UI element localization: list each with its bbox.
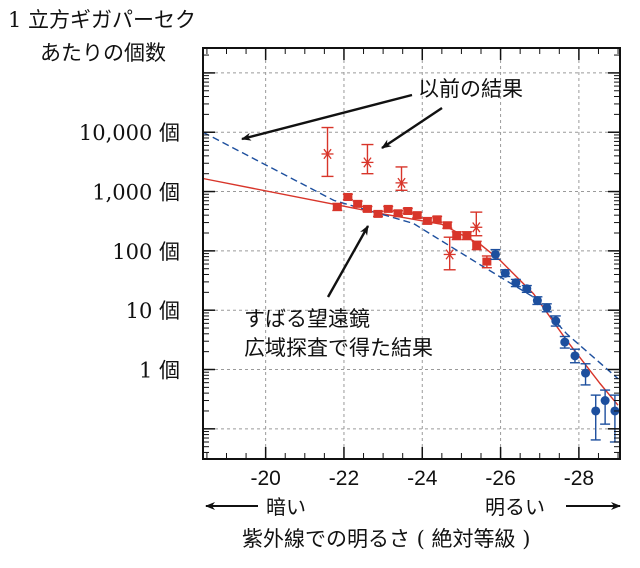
circle-marker bbox=[490, 249, 500, 259]
square-marker bbox=[362, 204, 372, 213]
asterisk-point bbox=[361, 143, 374, 175]
x-tick-label: -22 bbox=[329, 467, 359, 490]
square-point bbox=[481, 255, 492, 269]
square-marker bbox=[373, 209, 383, 218]
x-tick-label: -20 bbox=[250, 467, 280, 490]
subaru-model-curve bbox=[202, 177, 619, 406]
x-tick-label: -24 bbox=[407, 467, 438, 490]
x-tick-label: -28 bbox=[564, 467, 594, 490]
square-marker bbox=[353, 199, 363, 208]
square-marker bbox=[343, 192, 353, 201]
y-tick-label: 100 個 bbox=[112, 240, 180, 264]
circle-point bbox=[541, 303, 552, 313]
x-tick-label: -26 bbox=[485, 467, 515, 490]
circle-point bbox=[559, 335, 570, 349]
circle-marker bbox=[570, 351, 580, 361]
circle-marker bbox=[511, 278, 521, 288]
square-marker bbox=[442, 221, 452, 230]
circle-marker bbox=[551, 316, 561, 326]
y-tick-label: 10,000 個 bbox=[79, 121, 180, 145]
y-tick-label: 10 個 bbox=[126, 299, 180, 323]
asterisk-point bbox=[470, 211, 483, 237]
square-point bbox=[442, 221, 453, 230]
annotation-previous: 以前の結果 bbox=[418, 77, 523, 101]
asterisk-point bbox=[443, 236, 456, 271]
square-point bbox=[412, 211, 423, 220]
square-marker bbox=[432, 215, 442, 224]
circle-point bbox=[510, 278, 521, 288]
circle-marker bbox=[600, 396, 610, 406]
square-marker bbox=[412, 211, 422, 220]
square-point bbox=[362, 204, 373, 213]
square-marker bbox=[452, 231, 462, 240]
model-curves bbox=[202, 131, 619, 406]
square-marker bbox=[482, 257, 492, 266]
y-tick-label: 1,000 個 bbox=[92, 181, 180, 205]
square-point bbox=[373, 209, 384, 218]
square-marker bbox=[393, 209, 403, 218]
grid bbox=[203, 48, 620, 459]
asterisk-point bbox=[321, 126, 334, 178]
square-point bbox=[383, 204, 394, 213]
annotation-subaru-line2: 広域探査で得た結果 bbox=[244, 336, 433, 360]
annotation-arrow-1 bbox=[241, 93, 413, 141]
square-point bbox=[422, 216, 433, 225]
circle-point bbox=[500, 268, 511, 278]
y-tick-label: 1 個 bbox=[139, 359, 180, 383]
square-marker bbox=[383, 204, 393, 213]
annotation-subaru-line1: すばる望遠鏡 bbox=[244, 307, 370, 331]
x-axis-title: 紫外線での明るさ ( 絶対等級 ) bbox=[242, 527, 530, 551]
square-point bbox=[402, 207, 413, 216]
square-marker bbox=[472, 241, 482, 250]
asterisk-stroke bbox=[363, 157, 372, 168]
circle-marker bbox=[560, 337, 570, 347]
square-point bbox=[352, 199, 363, 208]
square-point bbox=[461, 231, 472, 241]
square-point bbox=[471, 240, 482, 251]
tick-labels: -20 -22 -24 -26 -28 10,000 個 1,000 個 100 個 10 個 1… bbox=[79, 121, 594, 490]
square-point bbox=[432, 215, 443, 224]
y-axis-title-line2: あたりの個数 bbox=[40, 41, 166, 65]
square-marker bbox=[332, 202, 342, 211]
circle-point bbox=[521, 284, 532, 294]
asterisk-stroke bbox=[445, 249, 454, 260]
asterisk-stroke bbox=[323, 148, 332, 160]
asterisk-point bbox=[395, 166, 408, 191]
y-axis-title-line1: 1 立方ギガパーセク bbox=[8, 8, 196, 32]
circle-marker bbox=[500, 268, 510, 278]
square-marker bbox=[403, 207, 413, 216]
asterisk-stroke bbox=[472, 222, 481, 233]
circle-point bbox=[550, 315, 561, 327]
dark-label: 暗い bbox=[266, 495, 306, 519]
circle-point bbox=[490, 248, 501, 261]
circle-point bbox=[590, 394, 601, 441]
axis-ticks bbox=[203, 48, 620, 459]
data-marks bbox=[321, 126, 620, 443]
circle-point bbox=[532, 296, 543, 306]
bright-label: 明るい bbox=[485, 495, 545, 519]
circle-point bbox=[569, 348, 580, 364]
annotation-arrow-3 bbox=[326, 225, 370, 298]
circle-marker bbox=[591, 406, 601, 416]
square-marker bbox=[462, 231, 472, 240]
circle-point bbox=[600, 389, 611, 425]
square-point bbox=[332, 202, 343, 212]
circle-point bbox=[580, 363, 591, 386]
circle-marker bbox=[542, 303, 552, 313]
square-point bbox=[451, 231, 462, 241]
circle-marker bbox=[532, 296, 542, 306]
previous-model-curve bbox=[202, 131, 619, 380]
circle-marker bbox=[581, 368, 591, 378]
circle-marker bbox=[522, 284, 532, 294]
asterisk-stroke bbox=[397, 177, 406, 189]
annotation-arrow-2 bbox=[381, 107, 443, 149]
square-point bbox=[342, 192, 353, 201]
square-point bbox=[392, 209, 403, 218]
square-marker bbox=[422, 216, 432, 225]
